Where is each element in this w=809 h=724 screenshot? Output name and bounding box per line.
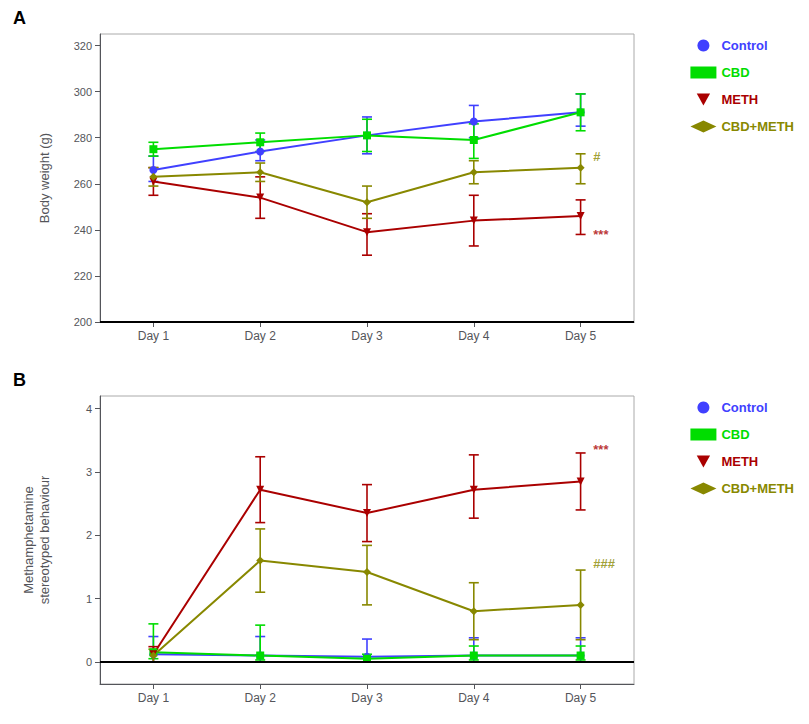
svg-text:300: 300	[74, 86, 92, 98]
svg-text:0: 0	[86, 656, 92, 668]
svg-text:Methamphetamine: Methamphetamine	[21, 486, 36, 594]
svg-text:Day 4: Day 4	[458, 691, 490, 705]
svg-text:A: A	[13, 8, 26, 28]
svg-text:CBD+METH: CBD+METH	[721, 481, 794, 496]
svg-text:METH: METH	[721, 92, 758, 107]
svg-text:CBD: CBD	[721, 427, 749, 442]
svg-text:stereotyped behaviour: stereotyped behaviour	[37, 475, 52, 604]
svg-text:220: 220	[74, 270, 92, 282]
svg-text:260: 260	[74, 178, 92, 190]
svg-text:Day 3: Day 3	[351, 329, 383, 343]
svg-text:Body weight (g): Body weight (g)	[37, 133, 52, 223]
svg-text:***: ***	[593, 227, 609, 242]
svg-text:###: ###	[593, 556, 615, 571]
svg-text:CBD+METH: CBD+METH	[721, 119, 794, 134]
svg-text:280: 280	[74, 132, 92, 144]
svg-text:B: B	[13, 370, 26, 390]
svg-text:CBD: CBD	[721, 65, 749, 80]
svg-text:Day 3: Day 3	[351, 691, 383, 705]
svg-text:3: 3	[86, 466, 92, 478]
svg-text:Day 4: Day 4	[458, 329, 490, 343]
svg-text:***: ***	[593, 442, 609, 457]
svg-text:1: 1	[86, 593, 92, 605]
svg-text:4: 4	[86, 403, 92, 415]
svg-text:METH: METH	[721, 454, 758, 469]
svg-text:Day 5: Day 5	[565, 691, 597, 705]
svg-text:320: 320	[74, 40, 92, 52]
svg-text:2: 2	[86, 529, 92, 541]
svg-text:Control: Control	[721, 38, 767, 53]
svg-text:Control: Control	[721, 400, 767, 415]
svg-text:Day 2: Day 2	[245, 691, 277, 705]
svg-text:Day 1: Day 1	[138, 329, 170, 343]
svg-text:Day 5: Day 5	[565, 329, 597, 343]
svg-text:240: 240	[74, 224, 92, 236]
svg-text:Day 2: Day 2	[245, 329, 277, 343]
svg-text:Day 1: Day 1	[138, 691, 170, 705]
svg-text:200: 200	[74, 316, 92, 328]
svg-text:#: #	[593, 149, 601, 164]
